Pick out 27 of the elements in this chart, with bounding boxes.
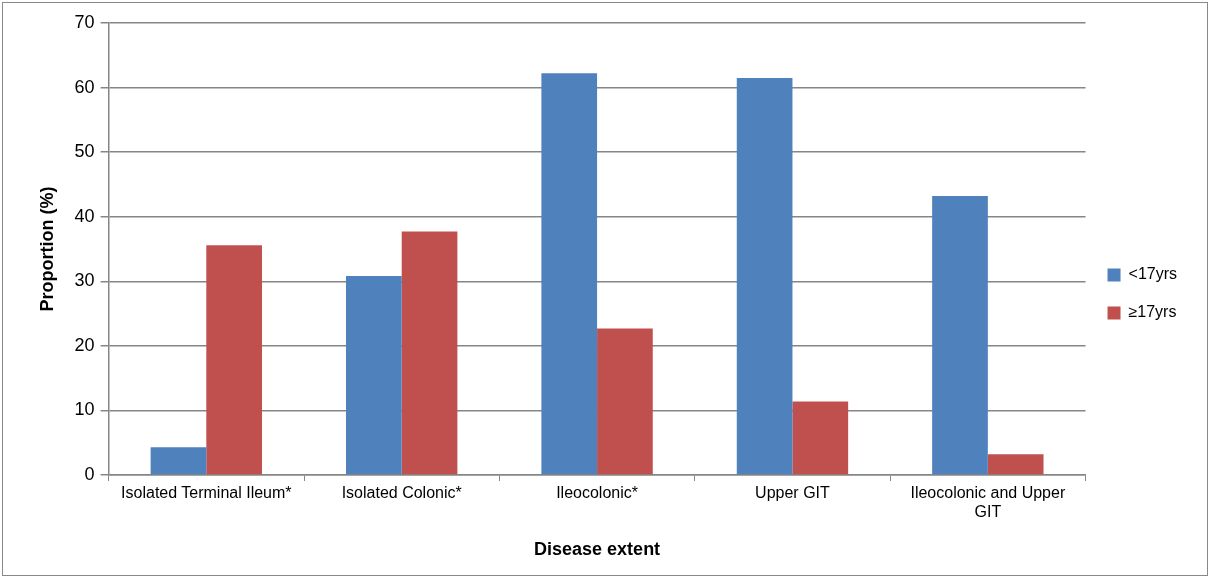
y-tick-label: 60	[74, 76, 95, 97]
x-tick-label: Ileocolonic and Upper GIT	[910, 484, 1066, 521]
x-tick-label: Upper GIT	[755, 484, 831, 502]
bar	[792, 401, 849, 475]
legend-label: ≥17yrs	[1128, 303, 1177, 321]
y-tick-label: 40	[74, 205, 95, 226]
x-tick-label: Isolated Terminal Ileum*	[121, 484, 292, 502]
bar	[206, 245, 262, 475]
bar	[541, 73, 598, 475]
bar	[736, 77, 793, 475]
bar	[987, 454, 1044, 475]
y-tick-label: 50	[74, 141, 95, 162]
bar	[932, 196, 988, 475]
bar	[401, 231, 458, 475]
bar	[150, 447, 207, 475]
x-axis-title: Disease extent	[534, 539, 661, 560]
x-tick-label: Ileocolonic*	[556, 484, 638, 502]
bar	[597, 328, 653, 475]
y-tick-label: 0	[84, 463, 95, 484]
y-tick-label: 10	[74, 399, 95, 420]
y-axis-title: Proportion (%)	[36, 186, 57, 312]
bar	[346, 276, 402, 475]
y-tick-label: 20	[74, 334, 95, 355]
x-tick-label: Isolated Colonic*	[341, 484, 462, 502]
y-tick-label: 70	[74, 11, 95, 32]
y-tick-label: 30	[74, 270, 95, 291]
legend-label: <17yrs	[1128, 265, 1177, 283]
